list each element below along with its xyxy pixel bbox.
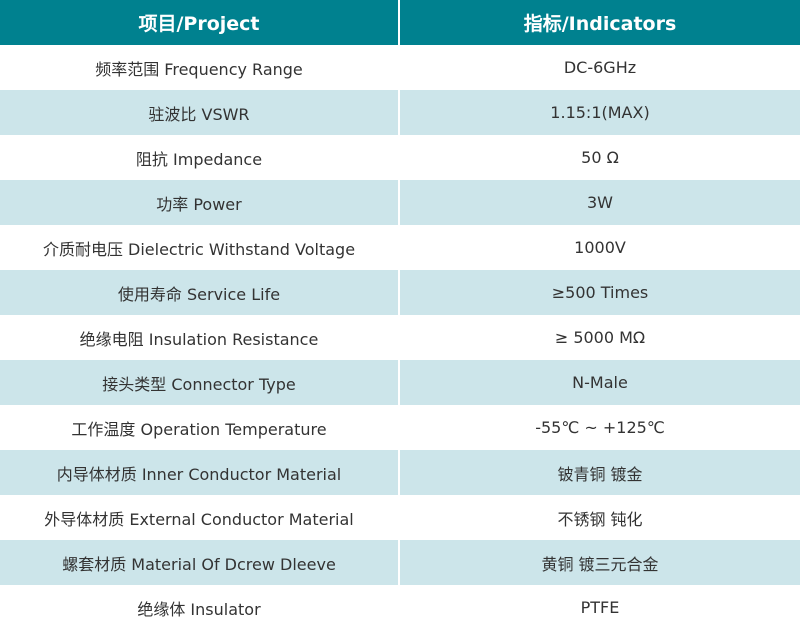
indicator-cell: 1.15:1(MAX) (400, 90, 800, 135)
indicator-cell: PTFE (580, 598, 620, 617)
table-row: 频率范围 Frequency Range DC-6GHz (0, 45, 800, 90)
project-cell: 外导体材质 External Conductor Material (0, 495, 400, 540)
table-row: 阻抗 Impedance 50 Ω (0, 135, 800, 180)
table-row: 绝缘电阻 Insulation Resistance ≥ 5000 MΩ (0, 315, 800, 360)
table-header-row: 项目/Project 指标/Indicators (0, 0, 800, 45)
indicator-cell: 50 Ω (581, 148, 619, 167)
table-row: 使用寿命 Service Life ≥500 Times (0, 270, 800, 315)
project-cell: 驻波比 VSWR (0, 90, 400, 135)
table-row: 驻波比 VSWR 1.15:1(MAX) (0, 90, 800, 135)
indicator-cell: ≥500 Times (400, 270, 800, 315)
table-row: 绝缘体 Insulator PTFE (0, 585, 800, 630)
table-row: 功率 Power 3W (0, 180, 800, 225)
project-cell: 绝缘电阻 Insulation Resistance (0, 315, 400, 360)
table-row: 内导体材质 Inner Conductor Material 铍青铜 镀金 (0, 450, 800, 495)
table-row: 工作温度 Operation Temperature -55℃ ~ +125℃ (0, 405, 800, 450)
indicator-cell: 黄铜 镀三元合金 (400, 540, 800, 585)
table-row: 螺套材质 Material Of Dcrew Dleeve 黄铜 镀三元合金 (0, 540, 800, 585)
indicator-cell: ≥ 5000 MΩ (554, 328, 646, 347)
project-cell: 频率范围 Frequency Range (0, 45, 400, 90)
table-row: 介质耐电压 Dielectric Withstand Voltage 1000V (0, 225, 800, 270)
indicator-cell: -55℃ ~ +125℃ (535, 418, 665, 437)
header-project: 项目/Project (0, 0, 400, 45)
indicator-cell: 1000V (574, 238, 626, 257)
project-cell: 功率 Power (0, 180, 400, 225)
project-cell: 绝缘体 Insulator (0, 585, 400, 630)
table-row: 外导体材质 External Conductor Material 不锈钢 钝化 (0, 495, 800, 540)
indicator-cell: 铍青铜 镀金 (400, 450, 800, 495)
indicator-cell: 不锈钢 钝化 (557, 509, 643, 529)
project-cell: 内导体材质 Inner Conductor Material (0, 450, 400, 495)
project-cell: 使用寿命 Service Life (0, 270, 400, 315)
project-cell: 接头类型 Connector Type (0, 360, 400, 405)
indicator-cell: 3W (400, 180, 800, 225)
project-cell: 阻抗 Impedance (0, 135, 400, 180)
table-row: 接头类型 Connector Type N-Male (0, 360, 800, 405)
project-cell: 介质耐电压 Dielectric Withstand Voltage (0, 225, 400, 270)
project-cell: 工作温度 Operation Temperature (0, 405, 400, 450)
indicator-cell: DC-6GHz (563, 58, 637, 77)
header-indicators: 指标/Indicators (400, 0, 800, 45)
project-cell: 螺套材质 Material Of Dcrew Dleeve (0, 540, 400, 585)
indicator-cell: N-Male (400, 360, 800, 405)
